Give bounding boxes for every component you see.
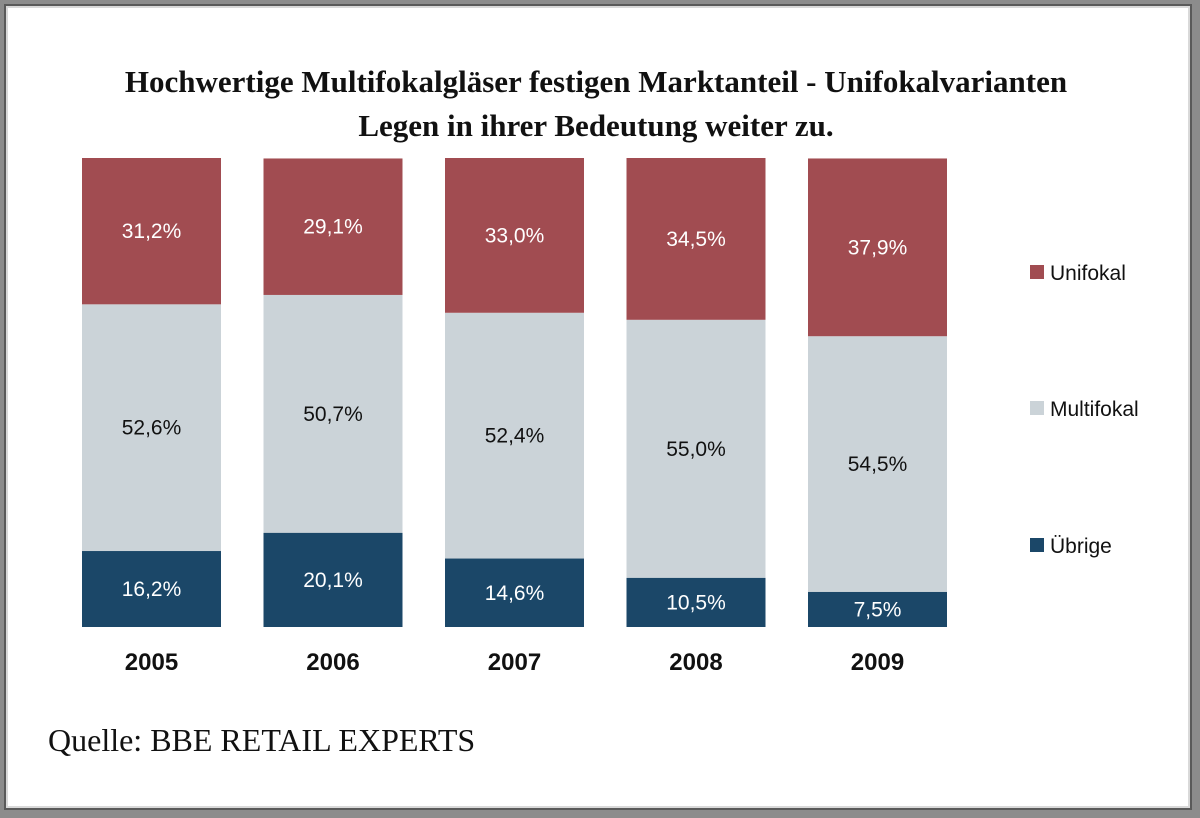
x-tick-label-2008: 2008 (669, 649, 722, 676)
bar-multifokal-2008 (626, 319, 766, 578)
data-label-unifokal-2008: 34,5% (666, 228, 726, 251)
legend-swatch-unifokal (1030, 265, 1044, 279)
data-label-brige-2007: 14,6% (485, 582, 545, 605)
legend-swatch-multifokal (1030, 401, 1044, 415)
bar-brige-2009 (808, 591, 947, 627)
legend-label-brige: Übrige (1050, 535, 1112, 558)
bar-multifokal-2006 (263, 294, 403, 533)
legend-swatch-brige (1030, 538, 1044, 552)
chart-title-line-1: Hochwertige Multifokalgläser festigen Ma… (124, 64, 1068, 99)
data-label-multifokal-2007: 52,4% (485, 425, 545, 448)
x-tick-label-2007: 2007 (488, 649, 541, 676)
bar-unifokal-2008 (626, 158, 766, 320)
bar-unifokal-2007 (445, 158, 584, 313)
data-label-multifokal-2008: 55,0% (666, 438, 726, 461)
chart-title: Hochwertige Multifokalgläser festigen Ma… (0, 60, 1192, 148)
bar-multifokal-2005 (82, 304, 221, 552)
legend-label-multifokal: Multifokal (1050, 398, 1139, 421)
data-label-unifokal-2005: 31,2% (122, 220, 182, 243)
bar-brige-2007 (445, 558, 584, 627)
data-label-unifokal-2006: 29,1% (303, 216, 363, 239)
x-tick-label-2009: 2009 (851, 649, 904, 676)
legend-label-unifokal: Unifokal (1050, 262, 1126, 285)
data-label-brige-2005: 16,2% (122, 578, 182, 601)
bar-brige-2006 (263, 532, 403, 627)
bar-unifokal-2009 (808, 158, 947, 337)
bar-unifokal-2005 (82, 158, 221, 305)
chart-source: Quelle: BBE RETAIL EXPERTS (48, 722, 476, 758)
x-tick-label-2006: 2006 (306, 649, 359, 676)
data-label-unifokal-2009: 37,9% (848, 236, 908, 259)
data-label-brige-2008: 10,5% (666, 591, 726, 614)
bar-multifokal-2007 (445, 312, 584, 559)
data-label-multifokal-2006: 50,7% (303, 403, 363, 426)
data-label-multifokal-2009: 54,5% (848, 453, 908, 476)
data-label-multifokal-2005: 52,6% (122, 417, 182, 440)
bar-unifokal-2006 (263, 158, 403, 295)
bar-multifokal-2009 (808, 336, 947, 592)
data-label-brige-2006: 20,1% (303, 569, 363, 592)
data-label-unifokal-2007: 33,0% (485, 224, 545, 247)
data-label-brige-2009: 7,5% (854, 598, 902, 621)
bar-brige-2005 (82, 551, 221, 627)
x-tick-label-2005: 2005 (125, 649, 178, 676)
chart-title-line-2: Legen in ihrer Bedeutung weiter zu. (358, 108, 834, 143)
bar-brige-2008 (626, 577, 766, 627)
